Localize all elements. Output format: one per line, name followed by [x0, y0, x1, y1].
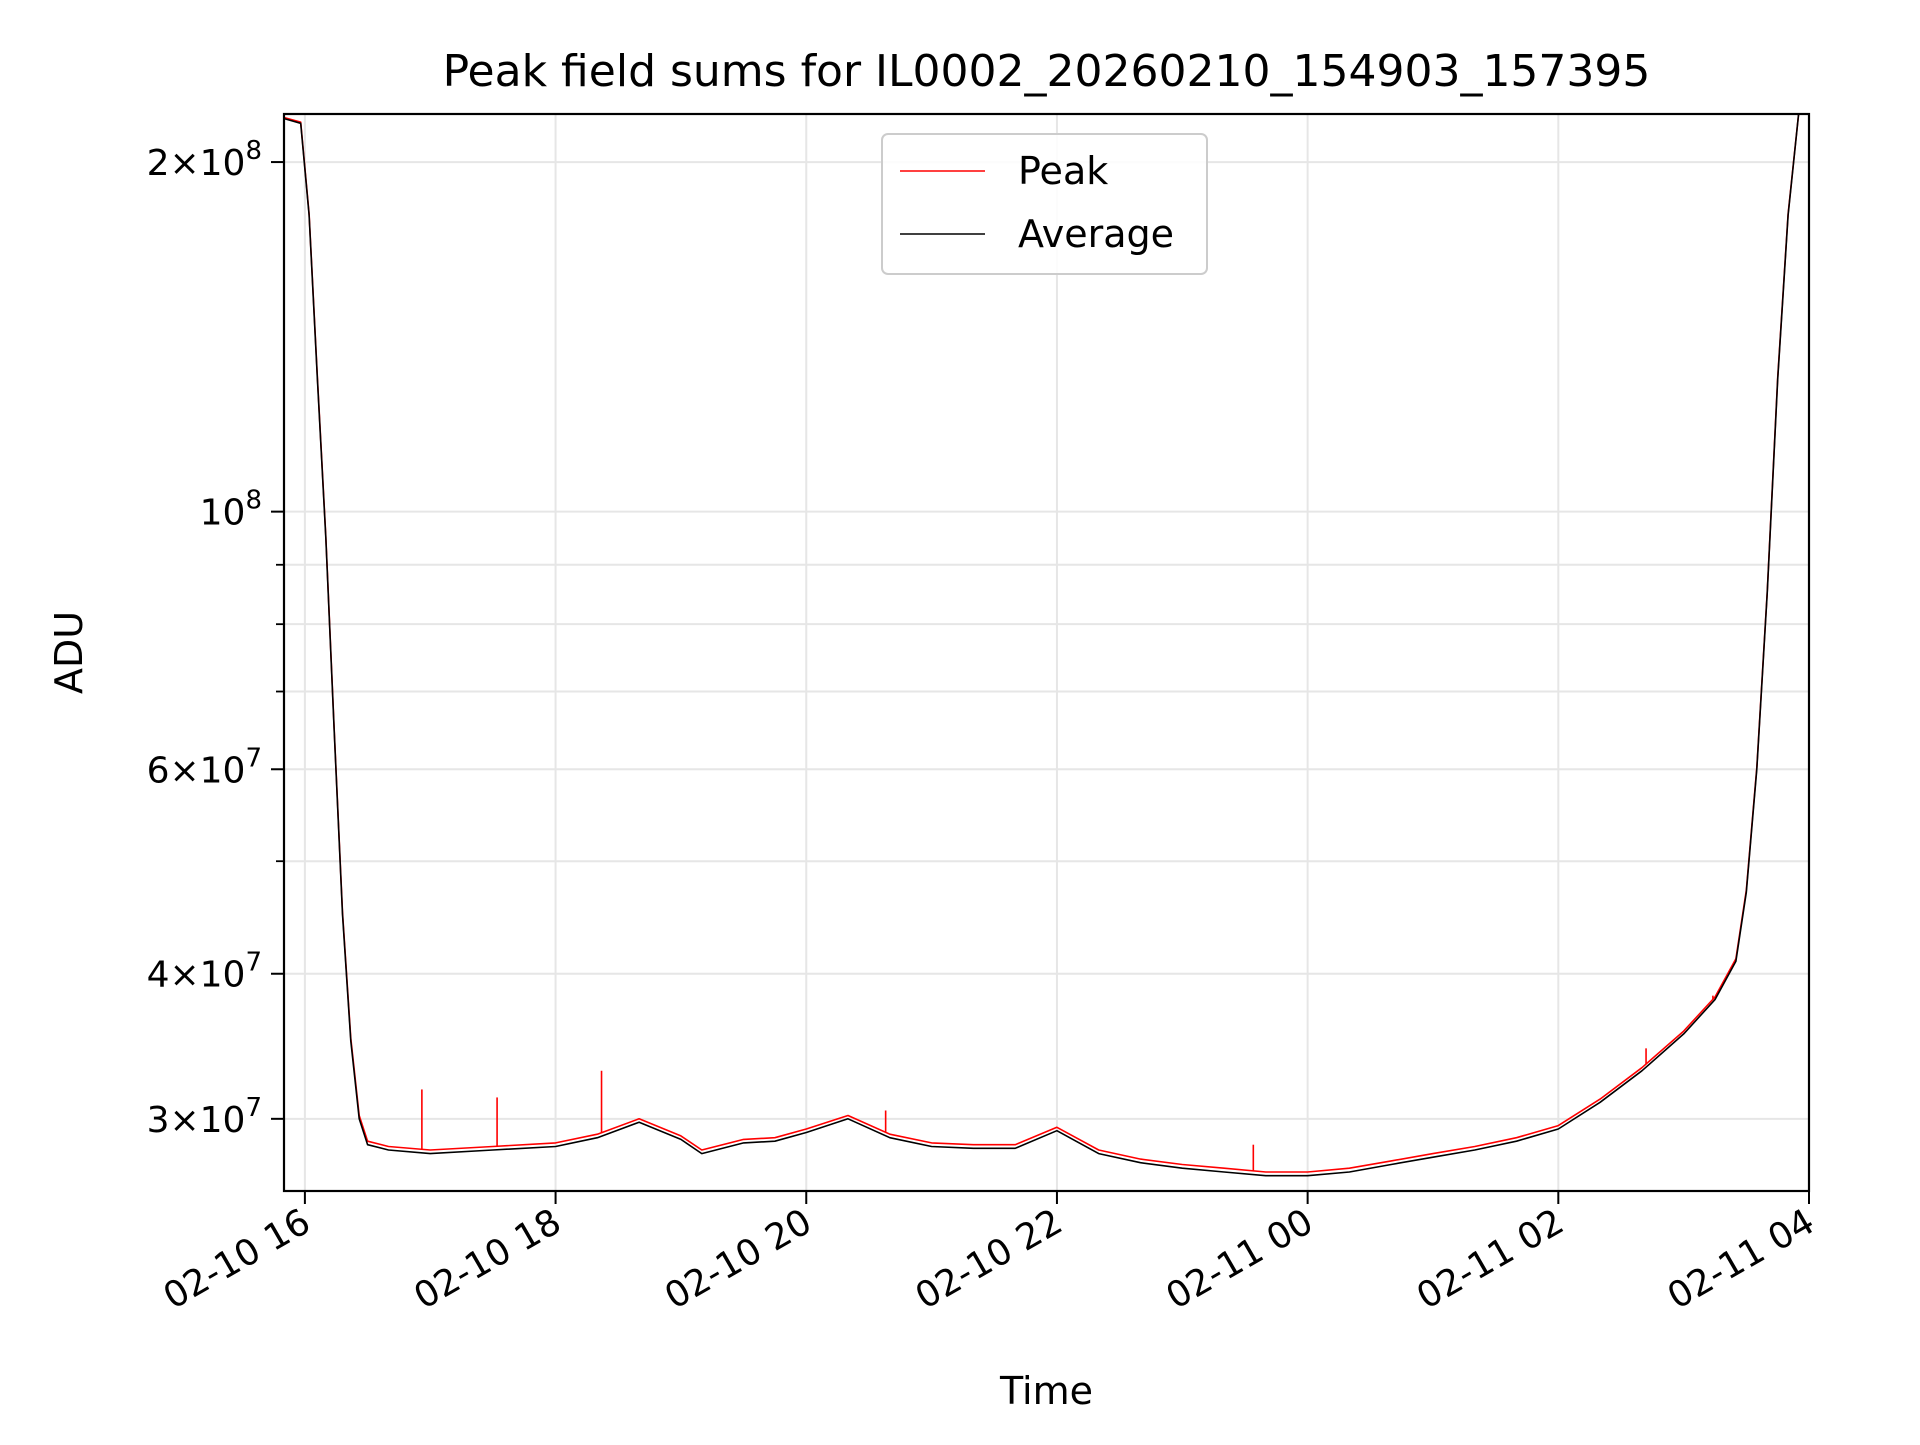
- x-tick-label: 02-11 00: [1159, 1201, 1320, 1317]
- y-tick-label: 2×108: [147, 136, 262, 184]
- series-line-average: [284, 114, 1800, 1177]
- x-axis-label: Time: [999, 1369, 1093, 1413]
- y-tick-label: 6×107: [147, 743, 262, 791]
- x-tick-label: 02-10 20: [658, 1201, 819, 1317]
- legend: Peak Average: [881, 133, 1208, 275]
- y-tick-label: 108: [200, 486, 262, 534]
- grid-layer: [284, 114, 1810, 1191]
- y-tick-label: 4×107: [147, 948, 262, 996]
- y-axis-label: ADU: [47, 611, 91, 694]
- x-tick-label: 02-10 18: [407, 1201, 568, 1317]
- legend-box: [881, 133, 1208, 275]
- chart-title: Peak field sums for IL0002_20260210_1549…: [443, 46, 1651, 97]
- axis-layer: 3×107 4×107 6×107 108 2×108 02-10 16 02-10 18 0…: [147, 136, 1822, 1318]
- x-tick-label: 02-10 16: [157, 1201, 318, 1317]
- legend-average-label: Average: [1018, 212, 1174, 256]
- plot-frame: [282, 112, 1811, 1193]
- series-line-peak: [284, 114, 1800, 1173]
- legend-peak-label: Peak: [1018, 149, 1108, 193]
- series-layer: [284, 114, 1800, 1177]
- x-tick-label: 02-10 22: [909, 1201, 1070, 1317]
- y-tick-label: 3×107: [147, 1093, 262, 1141]
- x-tick-label: 02-11 02: [1410, 1201, 1571, 1317]
- x-tick-label: 02-11 04: [1661, 1201, 1822, 1317]
